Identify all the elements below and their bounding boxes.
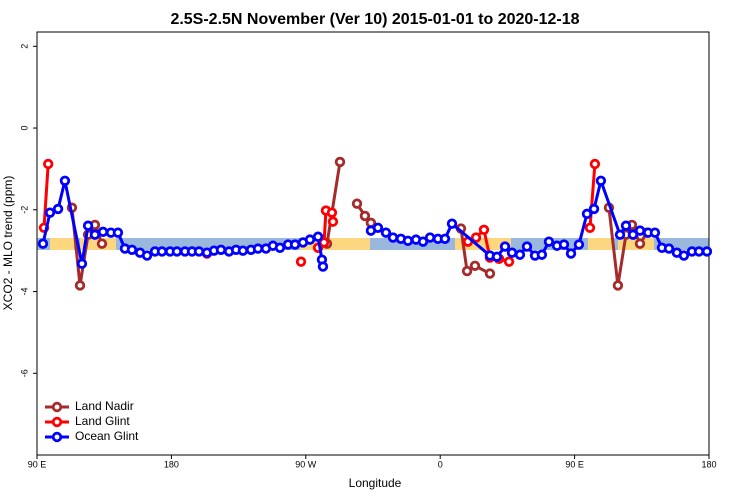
data-point — [96, 238, 108, 249]
data-point — [141, 250, 153, 261]
data-point — [89, 229, 101, 240]
data-point — [614, 229, 626, 240]
data-point — [237, 245, 249, 256]
legend-label: Ocean Glint — [75, 429, 139, 443]
y-tick-label: -4 — [19, 288, 29, 296]
data-point — [312, 231, 324, 242]
chart-title: 2.5S-2.5N November (Ver 10) 2015-01-01 t… — [170, 11, 579, 28]
data-point — [334, 156, 346, 168]
data-point — [326, 207, 338, 218]
data-point — [469, 260, 481, 271]
data-point — [380, 227, 392, 238]
series-line — [70, 161, 649, 286]
data-point — [514, 249, 526, 260]
data-point — [387, 232, 399, 243]
data-point — [74, 280, 86, 291]
data-point — [439, 233, 451, 244]
data-point — [327, 216, 339, 227]
data-point — [627, 229, 639, 240]
data-point — [543, 236, 555, 247]
data-point — [491, 251, 503, 262]
data-point — [506, 247, 518, 258]
data-point — [372, 222, 384, 233]
data-point — [97, 226, 109, 238]
data-point — [693, 246, 705, 257]
y-tick-label: 2 — [19, 44, 29, 49]
data-point — [76, 258, 88, 269]
data-point — [156, 246, 168, 257]
x-tick-label: 90 W — [295, 459, 317, 469]
band-land — [588, 238, 612, 250]
data-point — [573, 239, 585, 250]
data-point — [126, 244, 138, 256]
data-point — [634, 238, 646, 249]
data-point — [52, 203, 64, 215]
legend-marker — [51, 431, 63, 443]
data-point — [402, 235, 414, 247]
data-point — [289, 239, 301, 250]
data-point — [59, 175, 71, 186]
data-point — [461, 265, 473, 277]
legend-marker — [51, 416, 63, 428]
data-point — [82, 220, 94, 231]
data-point — [595, 175, 607, 186]
data-point — [521, 241, 533, 252]
data-point — [252, 243, 264, 254]
data-point — [424, 232, 436, 243]
data-point — [503, 256, 515, 267]
data-point — [484, 268, 496, 279]
data-point — [43, 158, 54, 170]
data-point — [112, 227, 124, 238]
x-tick-label: 180 — [164, 459, 179, 469]
legend-marker — [51, 401, 63, 413]
data-point — [417, 236, 429, 247]
data-point — [663, 243, 675, 254]
data-point — [620, 220, 632, 231]
band-ocean — [37, 238, 709, 250]
data-point — [581, 208, 593, 220]
legend-label: Land Glint — [75, 414, 130, 428]
band-land — [50, 238, 74, 250]
data-point — [171, 246, 183, 257]
data-point — [37, 238, 49, 249]
data-point — [612, 280, 624, 291]
data-point — [304, 234, 316, 245]
data-point — [193, 246, 205, 257]
plot-frame — [36, 31, 710, 456]
data-point — [588, 203, 600, 215]
data-point — [359, 210, 371, 222]
data-point — [215, 244, 227, 256]
data-point — [446, 218, 458, 229]
data-point — [499, 241, 511, 252]
x-tick-label: 0 — [438, 459, 443, 469]
legend-label: Land Nadir — [75, 399, 134, 413]
y-tick-label: 0 — [19, 126, 29, 131]
data-point — [558, 239, 570, 250]
data-point — [44, 207, 56, 218]
y-axis-title: XCO2 - MLO trend (ppm) — [1, 176, 15, 311]
y-tick-label: -2 — [19, 206, 29, 214]
data-point — [351, 198, 363, 209]
x-tick-label: 90 E — [28, 459, 47, 469]
data-point — [478, 224, 490, 236]
data-point — [634, 225, 646, 236]
x-axis-title: Longitude — [349, 476, 402, 490]
data-point — [589, 158, 601, 170]
x-tick-label: 180 — [701, 459, 716, 469]
data-point — [295, 256, 307, 267]
data-point — [584, 222, 596, 233]
data-point — [317, 261, 329, 272]
data-point — [701, 246, 713, 257]
x-tick-label: 90 E — [565, 459, 584, 469]
data-point — [649, 227, 661, 238]
data-point — [470, 232, 482, 243]
data-point — [678, 250, 690, 261]
data-point — [565, 248, 577, 259]
data-point — [274, 242, 286, 253]
y-tick-label: -6 — [19, 369, 29, 377]
data-point — [536, 249, 548, 260]
